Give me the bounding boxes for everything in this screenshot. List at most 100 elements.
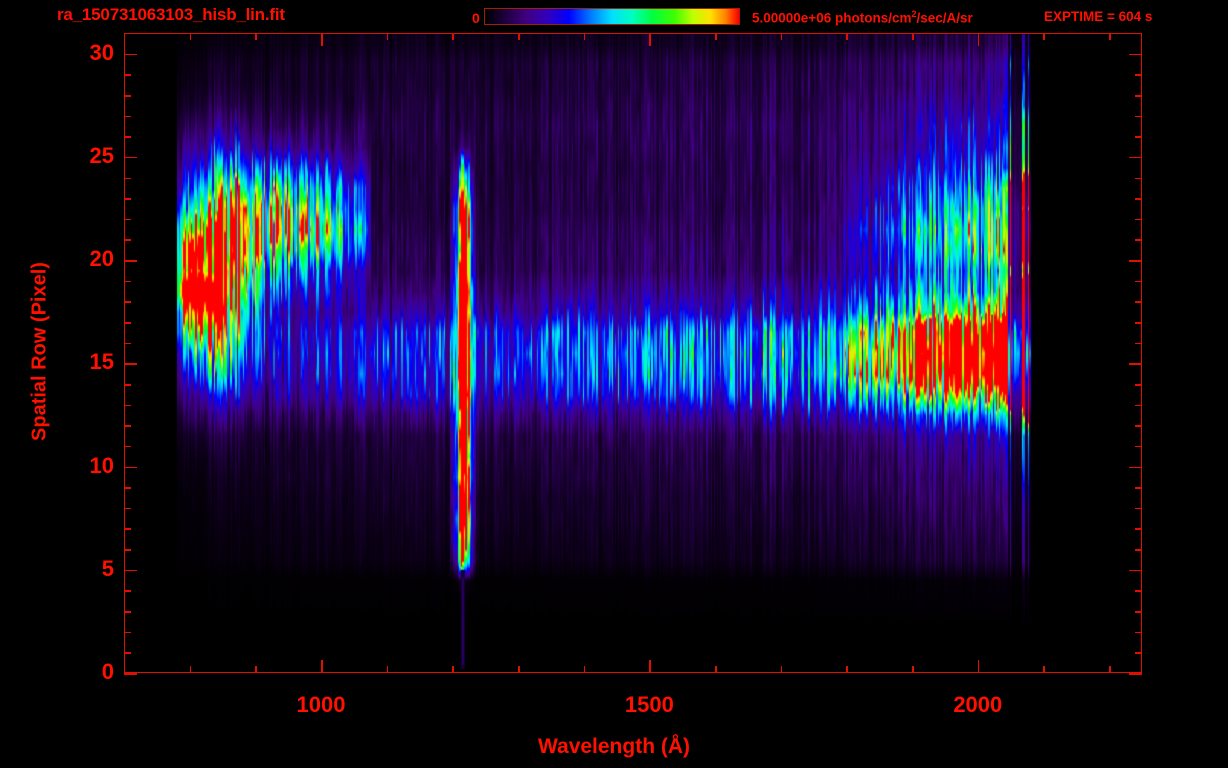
axis-tick xyxy=(1135,590,1142,592)
axis-tick xyxy=(1135,425,1142,427)
axis-tick xyxy=(1135,322,1142,324)
y-tick-label: 5 xyxy=(101,555,114,581)
axis-tick xyxy=(321,660,323,673)
axis-tick xyxy=(1129,156,1142,159)
axis-tick xyxy=(255,33,257,40)
y-tick-label: 20 xyxy=(89,246,114,272)
x-tick-label: 2000 xyxy=(953,692,1003,717)
axis-tick xyxy=(1135,445,1142,448)
axis-tick xyxy=(124,156,137,159)
axis-tick xyxy=(1135,404,1142,407)
axis-tick xyxy=(452,33,454,40)
y-tick-label: 10 xyxy=(89,452,114,478)
plot-frame xyxy=(124,33,1142,673)
colorbar xyxy=(484,8,740,25)
axis-tick xyxy=(124,673,137,675)
axis-tick xyxy=(649,33,651,46)
axis-tick xyxy=(124,466,137,469)
exptime-label: EXPTIME = 604 s xyxy=(1044,9,1153,24)
y-tick-label: 30 xyxy=(89,39,114,65)
y-tick-label: 25 xyxy=(89,142,114,168)
axis-tick xyxy=(124,218,131,221)
axis-tick xyxy=(189,666,192,673)
axis-tick xyxy=(1135,507,1142,510)
axis-tick xyxy=(1135,631,1142,634)
axis-tick xyxy=(1135,136,1142,138)
axis-tick xyxy=(1135,528,1142,531)
axis-tick xyxy=(1135,115,1142,118)
axis-tick xyxy=(583,666,586,673)
axis-tick xyxy=(255,666,257,673)
axis-tick xyxy=(583,33,586,40)
axis-tick xyxy=(977,660,980,673)
axis-tick xyxy=(124,487,131,489)
axis-tick xyxy=(1129,260,1142,262)
heatmap-canvas xyxy=(124,33,1142,673)
axis-tick xyxy=(124,322,131,324)
axis-tick xyxy=(1135,74,1142,76)
axis-tick xyxy=(124,611,131,613)
axis-tick xyxy=(715,33,717,40)
axis-tick xyxy=(912,33,914,40)
y-tick-label: 15 xyxy=(89,349,114,375)
axis-tick xyxy=(1135,239,1142,242)
axis-tick xyxy=(846,666,849,673)
colorbar-max-exponent: 2 xyxy=(911,9,917,19)
axis-tick xyxy=(1135,94,1142,97)
axis-tick xyxy=(124,404,131,407)
axis-tick xyxy=(124,115,131,118)
axis-tick xyxy=(518,33,520,40)
axis-tick xyxy=(124,260,137,262)
axis-tick xyxy=(1135,342,1142,345)
axis-tick xyxy=(124,652,131,654)
axis-tick xyxy=(124,342,131,345)
colorbar-max-label: 5.00000e+06 photons/cm2/sec/A/sr xyxy=(752,9,973,26)
axis-tick xyxy=(977,33,980,46)
axis-tick xyxy=(124,198,131,200)
axis-tick xyxy=(124,425,131,427)
axis-tick xyxy=(124,301,131,303)
x-tick-label: 1500 xyxy=(624,692,674,717)
axis-tick xyxy=(1129,466,1142,469)
axis-tick xyxy=(124,631,131,634)
axis-tick xyxy=(124,53,137,56)
axis-tick xyxy=(124,74,131,76)
axis-tick xyxy=(452,666,454,673)
axis-tick xyxy=(1135,383,1142,386)
axis-tick xyxy=(124,94,131,97)
axis-tick xyxy=(1135,611,1142,613)
axis-tick xyxy=(1135,177,1142,180)
colorbar-min-label: 0 xyxy=(472,10,480,26)
axis-tick xyxy=(321,33,323,46)
x-tick-label: 1000 xyxy=(296,692,346,717)
axis-tick xyxy=(715,666,717,673)
axis-tick xyxy=(386,33,389,40)
axis-tick xyxy=(518,666,520,673)
axis-tick xyxy=(124,590,131,592)
axis-tick xyxy=(124,280,131,283)
axis-tick xyxy=(1129,53,1142,56)
colorbar-max-value: 5.00000e+06 photons/cm xyxy=(752,10,912,26)
y-axis-title: Spatial Row (Pixel) xyxy=(28,262,51,441)
axis-tick xyxy=(1135,198,1142,200)
colorbar-max-tail: /sec/A/sr xyxy=(916,10,973,26)
axis-tick xyxy=(1135,652,1142,654)
axis-tick xyxy=(124,569,137,572)
axis-tick xyxy=(1135,301,1142,303)
axis-tick xyxy=(846,33,849,40)
axis-tick xyxy=(124,383,131,386)
axis-tick xyxy=(1135,218,1142,221)
x-axis-title: Wavelength (Å) xyxy=(537,735,691,758)
axis-tick xyxy=(124,549,131,551)
axis-tick xyxy=(1043,33,1046,40)
axis-tick xyxy=(124,507,131,510)
axis-tick xyxy=(124,239,131,242)
axis-tick xyxy=(124,528,131,531)
axis-tick xyxy=(1135,487,1142,489)
axis-tick xyxy=(1109,666,1111,673)
axis-tick xyxy=(649,660,651,673)
axis-tick xyxy=(124,445,131,448)
axis-tick xyxy=(124,177,131,180)
axis-tick xyxy=(124,136,131,138)
